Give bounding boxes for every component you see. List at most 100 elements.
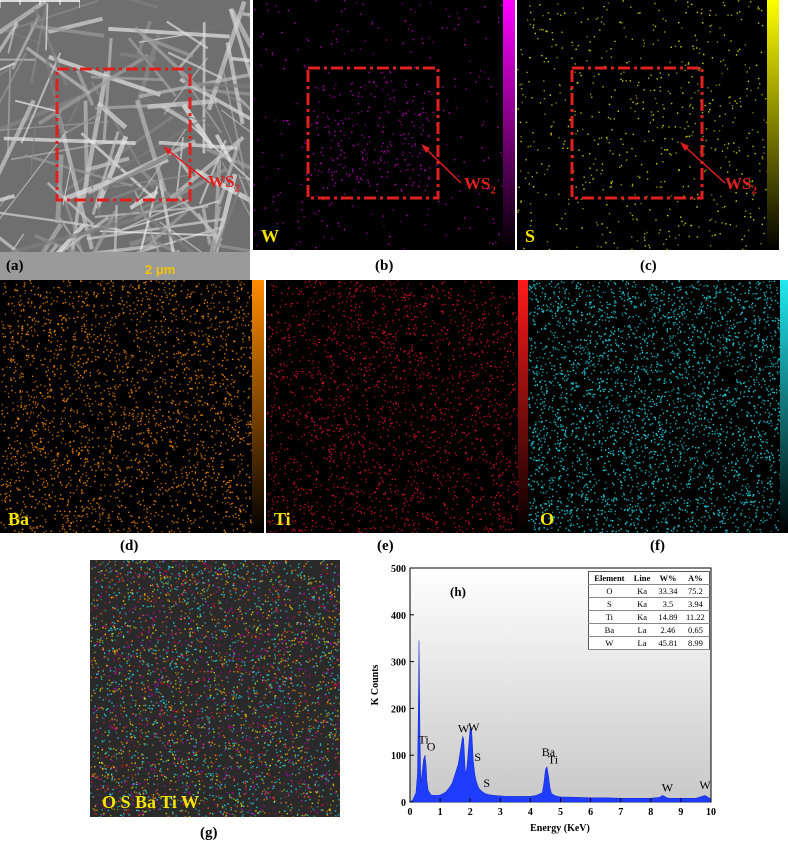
w-color-bar bbox=[503, 0, 515, 250]
panel-d-caption: (d) bbox=[120, 538, 139, 554]
table-header-cell: A% bbox=[681, 571, 710, 585]
y-tick-label: 0 bbox=[401, 798, 406, 809]
ws2-region-box-c bbox=[570, 66, 726, 200]
s-color-bar bbox=[767, 0, 779, 250]
ti-map-dots bbox=[266, 280, 518, 533]
table-cell: 33.34 bbox=[654, 584, 682, 598]
scale-bar bbox=[0, 0, 80, 8]
panel-a-caption: (a) bbox=[6, 258, 24, 274]
ws2-label-b: WS2 bbox=[464, 174, 496, 197]
table-header-cell: W% bbox=[654, 571, 682, 585]
table-cell: La bbox=[629, 623, 655, 637]
ti-element-label: Ti bbox=[274, 509, 291, 529]
chart-title: (h) bbox=[450, 584, 466, 599]
y-tick-label: 400 bbox=[391, 611, 406, 622]
s-map-dots bbox=[517, 0, 767, 250]
table-row: Ba La 2.46 0.65 bbox=[588, 623, 710, 637]
panel-b-caption: (b) bbox=[375, 258, 394, 274]
y-tick-label: 200 bbox=[391, 704, 406, 715]
table-cell: 11.22 bbox=[681, 610, 710, 624]
table-row: W La 45.81 8.99 bbox=[588, 636, 710, 650]
o-map-dots bbox=[528, 280, 780, 533]
x-tick-label: 7 bbox=[618, 807, 623, 818]
y-axis-label: K Counts bbox=[370, 664, 381, 705]
ba-color-bar bbox=[252, 280, 264, 533]
panel-c-caption: (c) bbox=[640, 258, 657, 274]
peak-label: Ba bbox=[542, 745, 556, 759]
x-tick-label: 3 bbox=[498, 807, 503, 818]
s-map-panel: WS2 S bbox=[517, 0, 779, 250]
x-tick-label: 9 bbox=[678, 807, 683, 818]
o-map-panel: O bbox=[528, 280, 788, 533]
x-tick-label: 10 bbox=[706, 807, 716, 818]
overlay-map-panel: O S Ba Ti W bbox=[90, 560, 340, 817]
table-cell: 2.46 bbox=[654, 623, 682, 637]
panel-e-caption: (e) bbox=[377, 538, 394, 554]
table-cell: Ka bbox=[629, 610, 655, 624]
w-element-label: W bbox=[261, 226, 279, 246]
peak-label: Ti bbox=[548, 753, 559, 767]
w-map-dots bbox=[253, 0, 503, 250]
peak-label: O bbox=[427, 740, 436, 754]
x-tick-label: 4 bbox=[528, 807, 533, 818]
scale-label: 2 μm bbox=[145, 262, 176, 277]
table-cell: 3.94 bbox=[681, 597, 710, 611]
table-row: Ti Ka 14.89 11.22 bbox=[588, 610, 710, 624]
table-cell: Ka bbox=[629, 584, 655, 598]
table-cell: La bbox=[629, 636, 655, 650]
x-tick-label: 6 bbox=[588, 807, 593, 818]
peak-label: W bbox=[662, 781, 674, 795]
y-tick-label: 300 bbox=[391, 658, 406, 669]
ba-element-label: Ba bbox=[8, 509, 30, 529]
table-cell: 14.89 bbox=[654, 610, 682, 624]
w-map-panel: WS2 W bbox=[253, 0, 515, 250]
table-cell: 3.5 bbox=[654, 597, 682, 611]
s-element-label: S bbox=[525, 226, 536, 246]
eds-spectrum-chart: 0 1 2 3 4 5 6 7 8 9 100100200300400500TiOWWSSBaTiW… bbox=[370, 564, 716, 834]
table-cell: 0.65 bbox=[681, 623, 710, 637]
ti-map-panel: Ti bbox=[266, 280, 530, 533]
table-cell: 45.81 bbox=[654, 636, 682, 650]
ws2-label-c: WS2 bbox=[725, 174, 757, 197]
table-row: S Ka 3.5 3.94 bbox=[588, 597, 710, 611]
table-cell: Ba bbox=[588, 623, 630, 637]
ws2-region-box-b bbox=[306, 66, 462, 200]
overlay-map-dots bbox=[90, 560, 340, 817]
o-color-bar bbox=[780, 280, 788, 533]
x-tick-label: 8 bbox=[648, 807, 653, 818]
composition-table: Element Line W% A% O Ka 33.34 75.2 S Ka 3.5 3.94 Ti… bbox=[588, 571, 710, 650]
ti-color-bar bbox=[518, 280, 530, 533]
ws2-label: WS2 bbox=[208, 172, 240, 195]
y-tick-label: 100 bbox=[391, 751, 406, 762]
o-element-label: O bbox=[540, 509, 555, 529]
peak-label: S bbox=[483, 776, 490, 790]
table-cell: 75.2 bbox=[681, 584, 710, 598]
table-header-cell: Line bbox=[629, 571, 655, 585]
x-tick-label: 1 bbox=[438, 807, 443, 818]
peak-label: W bbox=[458, 722, 470, 736]
sem-panel: 2 μm (a) WS2 bbox=[0, 0, 250, 280]
table-cell: Ka bbox=[629, 597, 655, 611]
peak-label: Ti bbox=[418, 733, 429, 747]
x-axis-label: Energy (KeV) bbox=[530, 823, 590, 834]
panel-f-caption: (f) bbox=[650, 538, 665, 554]
peak-label: S bbox=[474, 750, 481, 764]
table-header-cell: Element bbox=[588, 571, 630, 585]
table-cell: W bbox=[588, 636, 630, 650]
overlay-element-label: O S Ba Ti W bbox=[102, 792, 200, 812]
x-tick-label: 2 bbox=[468, 807, 473, 818]
table-cell: 8.99 bbox=[681, 636, 710, 650]
ba-map-dots bbox=[0, 280, 252, 533]
peak-label: W bbox=[468, 720, 480, 734]
panel-g-caption: (g) bbox=[200, 825, 218, 841]
ba-map-panel: Ba bbox=[0, 280, 264, 533]
table-row: O Ka 33.34 75.2 bbox=[588, 584, 710, 598]
peak-label: W bbox=[699, 778, 711, 792]
y-tick-label: 500 bbox=[391, 564, 406, 575]
spectrum-area bbox=[409, 640, 712, 803]
table-cell: S bbox=[588, 597, 630, 611]
table-cell: O bbox=[588, 584, 630, 598]
sem-info-bar bbox=[0, 252, 250, 280]
table-cell: Ti bbox=[588, 610, 630, 624]
x-tick-label: 5 bbox=[558, 807, 563, 818]
